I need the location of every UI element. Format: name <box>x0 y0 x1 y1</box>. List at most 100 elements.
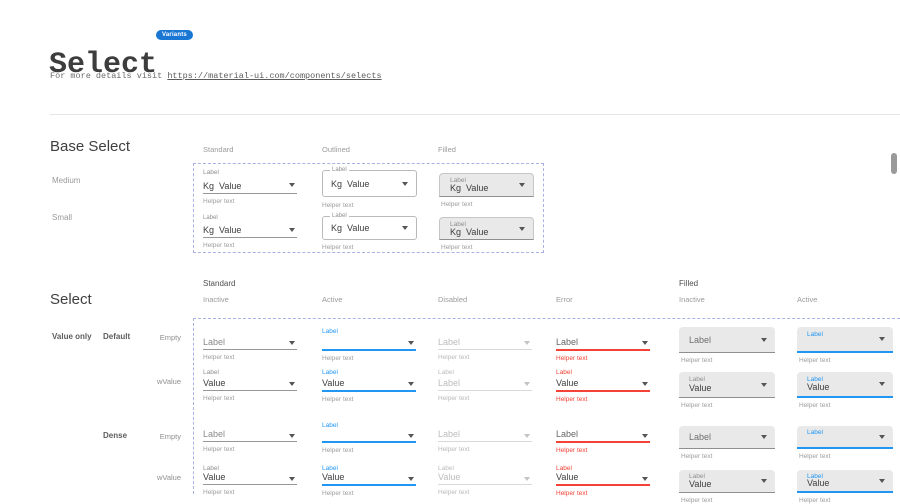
select-control[interactable]: Label <box>438 429 532 442</box>
select-standard-error-dense-wvalue[interactable]: Label Value Helper text <box>556 465 650 497</box>
select-control[interactable]: Label Kg Value <box>322 167 417 197</box>
floating-label: Label <box>689 473 705 480</box>
select-control[interactable]: Label <box>556 429 650 443</box>
select-standard-error-default-empty[interactable]: Label Helper text <box>556 327 650 362</box>
select-control[interactable]: Value <box>203 377 297 391</box>
select-control[interactable]: Label <box>679 327 775 353</box>
base-select-outlined-medium[interactable]: Label Kg Value Helper text <box>322 167 417 209</box>
select-filled-active-default-empty[interactable]: Label Helper text <box>797 327 893 364</box>
row-header-empty: Empty <box>159 432 181 441</box>
select-standard-active-dense-wvalue[interactable]: Label Value Helper text <box>322 465 416 497</box>
select-control[interactable]: Label <box>797 426 893 449</box>
floating-label: Label <box>807 376 823 383</box>
base-select-filled-small[interactable]: Label Kg Value Helper text <box>439 217 534 251</box>
select-standard-disabled-dense-empty[interactable]: Label Helper text <box>438 422 532 453</box>
select-control[interactable]: Label <box>203 336 297 350</box>
adornment: Kg <box>331 223 343 233</box>
subtitle-text: For more details visit <box>50 71 168 81</box>
select-control[interactable] <box>322 336 416 351</box>
dropdown-arrow-icon <box>761 479 767 483</box>
base-select-filled-medium[interactable]: Label Kg Value Helper text <box>439 173 534 208</box>
select-control[interactable]: Label Value <box>679 470 775 493</box>
select-filled-active-dense-empty[interactable]: Label Helper text <box>797 426 893 460</box>
select-control[interactable]: Label Value <box>797 470 893 493</box>
helper-text: Helper text <box>556 355 588 362</box>
floating-label: Label <box>807 331 823 338</box>
value-text: Value <box>219 181 242 191</box>
select-control[interactable]: Value <box>556 472 650 486</box>
select-control[interactable]: Label <box>203 429 297 442</box>
material-ui-link[interactable]: https://material-ui.com/components/selec… <box>167 71 382 81</box>
select-standard-inactive-default-empty[interactable]: Label Helper text <box>203 327 297 361</box>
select-control[interactable]: Value <box>438 472 532 485</box>
adornment: Kg <box>203 181 215 191</box>
select-standard-active-default-wvalue[interactable]: Label Value Helper text <box>322 368 416 403</box>
select-standard-active-default-empty[interactable]: Label Helper text <box>322 327 416 362</box>
select-standard-inactive-default-wvalue[interactable]: Label Value Helper text <box>203 368 297 402</box>
select-standard-disabled-dense-wvalue[interactable]: Label Value Helper text <box>438 465 532 496</box>
row-header-dense: Dense <box>103 431 128 440</box>
base-select-standard-small[interactable]: Label Kg Value Helper text <box>203 214 297 249</box>
select-control[interactable]: Label <box>679 426 775 449</box>
helper-text: Helper text <box>438 489 470 496</box>
helper-text: Helper text <box>203 395 235 402</box>
floating-label: Label <box>438 465 454 472</box>
select-control[interactable]: Label <box>556 336 650 351</box>
row-header-wvalue: wValue <box>156 473 181 482</box>
select-placeholder: Label <box>689 432 712 442</box>
select-control[interactable]: Label <box>438 336 532 350</box>
select-filled-inactive-dense-wvalue[interactable]: Label Value Helper text <box>679 470 775 504</box>
select-control[interactable]: Label Kg Value <box>439 173 534 197</box>
value-text: Value <box>466 227 489 237</box>
select-control[interactable] <box>322 430 416 443</box>
select-control[interactable]: Value <box>322 377 416 392</box>
select-filled-inactive-default-wvalue[interactable]: Label Value Helper text <box>679 372 775 409</box>
dropdown-arrow-icon <box>402 181 408 186</box>
select-value: Value <box>807 382 830 392</box>
dropdown-arrow-icon <box>408 340 414 345</box>
select-standard-error-dense-empty[interactable]: Label Helper text <box>556 422 650 454</box>
row-header-default: Default <box>103 332 131 341</box>
base-select-title: Base Select <box>50 138 131 155</box>
select-control[interactable]: Value <box>556 377 650 392</box>
select-control[interactable]: Label Value <box>679 372 775 398</box>
base-select-standard-medium[interactable]: Label Kg Value Helper text <box>203 168 297 205</box>
select-standard-disabled-default-empty[interactable]: Label Helper text <box>438 327 532 361</box>
dropdown-arrow-icon <box>524 476 530 481</box>
adornment: Kg <box>450 227 462 237</box>
select-placeholder: Label <box>556 337 579 347</box>
select-filled-active-default-wvalue[interactable]: Label Value Helper text <box>797 372 893 409</box>
col-header-filled-inactive: Inactive <box>679 295 705 304</box>
base-select-outlined-small[interactable]: Label Kg Value Helper text <box>322 213 417 251</box>
helper-text: Helper text <box>441 244 473 251</box>
select-filled-inactive-dense-empty[interactable]: Label Helper text <box>679 426 775 460</box>
select-standard-inactive-dense-wvalue[interactable]: Label Value Helper text <box>203 465 297 496</box>
select-filled-inactive-default-empty[interactable]: Label Helper text <box>679 327 775 364</box>
select-standard-disabled-default-wvalue[interactable]: Label Label Helper text <box>438 368 532 402</box>
select-control[interactable]: Value <box>203 472 297 485</box>
select-control[interactable]: Label Kg Value <box>322 213 417 240</box>
select-control[interactable]: Label <box>797 327 893 353</box>
select-standard-active-dense-empty[interactable]: Label Helper text <box>322 422 416 454</box>
select-standard-inactive-dense-empty[interactable]: Label Helper text <box>203 422 297 453</box>
dropdown-arrow-icon <box>519 183 525 187</box>
dropdown-arrow-icon <box>408 433 414 438</box>
select-placeholder: Label <box>556 429 579 439</box>
select-control[interactable]: Value <box>322 472 416 486</box>
col-header-active: Active <box>322 295 343 304</box>
select-standard-error-default-wvalue[interactable]: Label Value Helper text <box>556 368 650 403</box>
select-control[interactable]: Label Value <box>797 372 893 398</box>
dropdown-arrow-icon <box>289 433 295 438</box>
select-control[interactable]: Label Kg Value <box>439 217 534 240</box>
select-control[interactable]: Label <box>438 377 532 391</box>
floating-label: Label <box>807 429 823 436</box>
select-control[interactable]: Kg Value <box>203 177 297 194</box>
dropdown-arrow-icon <box>879 382 885 386</box>
select-control[interactable]: Kg Value <box>203 223 297 238</box>
select-filled-active-dense-wvalue[interactable]: Label Value Helper text <box>797 470 893 504</box>
helper-text: Helper text <box>322 202 354 209</box>
scrollbar-thumb[interactable] <box>891 153 897 174</box>
dropdown-arrow-icon <box>289 183 295 187</box>
select-value: Value <box>807 478 830 488</box>
dropdown-arrow-icon <box>642 340 648 345</box>
